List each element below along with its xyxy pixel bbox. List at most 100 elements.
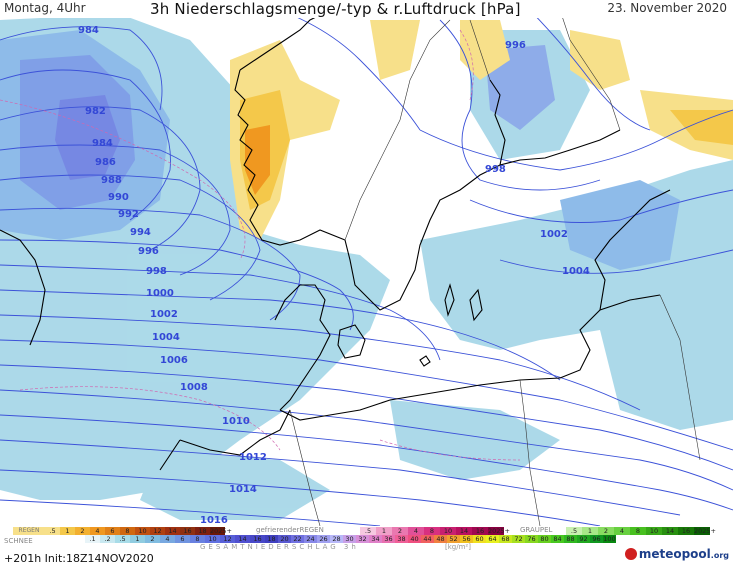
isobar-label-986: 986 [95,157,116,168]
meteopool-logo-icon [624,548,637,560]
legend-snow-cell: 14 [235,535,250,543]
legend-freezing-cell: 4 [408,527,424,535]
logo-main-text: meteopool [638,547,711,561]
precip-area-poland [600,320,733,430]
legend-graupel-cell: 14 [662,527,678,535]
border-germany-poland [519,379,541,526]
isobar-line-1002-east [469,189,733,223]
legend-total-cell: 52 [447,535,460,543]
map-header: Montag, 4Uhr 3h Niederschlagsmenge/-typ … [0,0,733,18]
coast-zealand [337,324,366,359]
legend-rain-cell: 16 [180,527,195,535]
legend-total-cell: 26 [317,535,330,543]
isobar-line-990 [0,144,231,276]
precip-area-lowcore-inner [55,95,120,180]
legend: REGEN .5 1 2 4 6 8 10 12 14 16 18 2025+ .5 1 2 4 8 10 14 16… [0,526,733,566]
isobar-line-992 [0,174,261,301]
isobar-layer [0,0,733,526]
legend-rain-cell: .5 [45,527,60,535]
isobar-label-1006: 1006 [160,355,188,366]
legend-graupel-cell: 16 [678,527,694,535]
precip-area-finland-core [485,45,555,130]
isotherm-line-4 [379,439,521,461]
isobar-label-994: 994 [130,227,151,238]
coast-germany [279,377,561,421]
legend-rain-cell: 6 [105,527,120,535]
legend-total-cell: 32 [356,535,369,543]
isobar-label-1000: 1000 [146,288,174,299]
legend-graupel-cell: .5 [566,527,582,535]
legend-total-cell: 18 [265,535,278,543]
isobar-line-1000 [0,289,561,381]
legend-rain-cell: 14 [165,527,180,535]
isobar-line-988 [0,106,201,251]
rain-russia-north [570,30,630,90]
isobar-line-1016 [0,499,381,526]
valid-time: Montag, 4Uhr [4,1,86,15]
legend-rain-title: REGEN [13,527,45,535]
run-info: +201h Init:18Z14NOV2020 [4,552,154,565]
isobar-label-990: 990 [108,192,129,203]
legend-snow-cell: 6 [175,535,190,543]
coast-sweden [344,79,506,311]
legend-total-cell: 68 [499,535,512,543]
isobar-line-986 [0,69,171,221]
isobar-label-996: 996 [138,246,159,257]
isobar-label-1014: 1014 [229,484,257,495]
isobar-label-1002: 1002 [150,309,178,320]
legend-rain-cell: 2025+ [210,527,232,535]
legend-graupel-cell: 10 [646,527,662,535]
legend-rain-cell: 8 [120,527,135,535]
meteopool-logo[interactable]: meteopool.org [624,547,729,561]
rain-russia-northeast-core [670,110,733,145]
legend-total-cell: 64 [486,535,499,543]
legend-total-cell: 76 [525,535,538,543]
border-layer [289,9,701,526]
isobar-label-992: 992 [118,209,139,220]
isotherm-line-1 [0,99,246,261]
precip-area-baltic-east [560,180,680,270]
legend-freezing-cell: 16 [472,527,488,535]
legend-total-cell: 38 [395,535,408,543]
isobar-label-1004-east: 1004 [562,266,590,277]
precipitation-layer [0,14,733,520]
isobar-line-998 [0,264,441,361]
legend-snow-cell: 10 [205,535,220,543]
legend-graupel-cell: 2 [598,527,614,535]
map-title: 3h Niederschlagsmenge/-typ & r.Luftdruck… [150,0,521,18]
isobar-label-1008: 1008 [180,382,208,393]
isobar-line-996 [0,239,354,331]
legend-total-cell: 22 [291,535,304,543]
isobar-label-1004: 1004 [152,332,180,343]
legend-total-cell: 30 [343,535,356,543]
legend-total-cell: 60 [473,535,486,543]
rain-norway-peak [245,125,270,195]
legend-total-cell: 34 [369,535,382,543]
coastline-layer [0,14,671,471]
isobar-line-1004 [0,339,733,451]
isobar-line-994 [0,207,301,321]
legend-total-label: GESAMTNIEDERSCHLAG 3h [200,543,359,551]
coast-baltic-states [594,189,671,311]
legend-total-cell: 100 [603,535,616,543]
legend-snow-cell: 12 [220,535,235,543]
isotherm-line-2 [19,386,281,451]
legend-freezing-cell: 8 [424,527,440,535]
isobar-line-1008 [0,389,733,491]
legend-snow-cell: 1 [130,535,145,543]
legend-total-cell: 24 [304,535,317,543]
precip-area-germany-east [390,400,560,480]
isobar-label-984: 984 [92,138,113,149]
isobar-label-1002-east: 1002 [540,229,568,240]
legend-snow-cell: 16 [250,535,265,543]
legend-graupel-cell: 2025+ [694,527,716,535]
legend-graupel-label: GRAUPEL [520,526,553,534]
legend-freezing-cell: 2 [392,527,408,535]
coast-netherlands [179,409,291,456]
legend-rain-cell: 1 [60,527,75,535]
legend-total-cell: 96 [590,535,603,543]
legend-total-cell: 84 [551,535,564,543]
legend-freezing-cell: 10 [440,527,456,535]
coast-gotland [469,288,483,322]
isobar-line-984 [0,26,163,111]
